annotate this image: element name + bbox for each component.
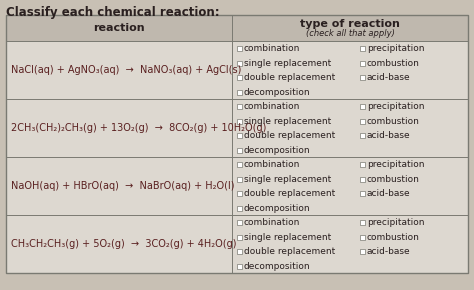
Bar <box>237 206 242 211</box>
Text: combination: combination <box>244 102 301 111</box>
Bar <box>360 220 365 226</box>
Bar <box>360 191 365 197</box>
Bar <box>360 119 365 124</box>
Text: double replacement: double replacement <box>244 189 335 198</box>
Text: combination: combination <box>244 218 301 227</box>
Bar <box>237 148 242 153</box>
Text: double replacement: double replacement <box>244 73 335 82</box>
Bar <box>237 61 242 66</box>
Bar <box>360 249 365 255</box>
Bar <box>237 264 242 269</box>
Bar <box>6 15 468 273</box>
Bar <box>360 61 365 66</box>
Bar <box>237 191 242 197</box>
Bar <box>237 220 242 226</box>
Text: 2CH₃(CH₂)₂CH₃(g) + 13O₂(g)  →  8CO₂(g) + 10H₂O(g): 2CH₃(CH₂)₂CH₃(g) + 13O₂(g) → 8CO₂(g) + 1… <box>11 123 266 133</box>
Text: acid-base: acid-base <box>367 131 410 140</box>
Text: single replacement: single replacement <box>244 117 331 126</box>
Text: combustion: combustion <box>367 233 420 242</box>
Text: single replacement: single replacement <box>244 233 331 242</box>
Text: precipitation: precipitation <box>367 160 425 169</box>
Text: CH₃CH₂CH₃(g) + 5O₂(g)  →  3CO₂(g) + 4H₂O(g): CH₃CH₂CH₃(g) + 5O₂(g) → 3CO₂(g) + 4H₂O(g… <box>11 239 237 249</box>
Bar <box>360 162 365 168</box>
Bar <box>360 235 365 240</box>
Bar <box>237 104 242 109</box>
Text: NaCl(aq) + AgNO₃(aq)  →  NaNO₃(aq) + AgCl(s): NaCl(aq) + AgNO₃(aq) → NaNO₃(aq) + AgCl(… <box>11 65 241 75</box>
Bar <box>237 119 242 124</box>
Text: single replacement: single replacement <box>244 175 331 184</box>
Bar <box>237 249 242 255</box>
Bar <box>360 75 365 80</box>
Bar <box>360 133 365 139</box>
Text: single replacement: single replacement <box>244 59 331 68</box>
Bar <box>237 177 242 182</box>
Bar <box>6 15 468 41</box>
Text: combustion: combustion <box>367 117 420 126</box>
Text: (check all that apply): (check all that apply) <box>306 28 394 37</box>
Text: Classify each chemical reaction:: Classify each chemical reaction: <box>6 6 219 19</box>
Text: NaOH(aq) + HBrO(aq)  →  NaBrO(aq) + H₂O(l): NaOH(aq) + HBrO(aq) → NaBrO(aq) + H₂O(l) <box>11 181 235 191</box>
Text: decomposition: decomposition <box>244 146 310 155</box>
Text: precipitation: precipitation <box>367 102 425 111</box>
Text: combustion: combustion <box>367 175 420 184</box>
Bar <box>237 235 242 240</box>
Text: decomposition: decomposition <box>244 262 310 271</box>
Bar <box>237 75 242 80</box>
Text: combination: combination <box>244 160 301 169</box>
Bar <box>360 177 365 182</box>
Bar <box>6 15 468 273</box>
Text: combination: combination <box>244 44 301 53</box>
Bar <box>237 90 242 95</box>
Text: precipitation: precipitation <box>367 218 425 227</box>
Text: precipitation: precipitation <box>367 44 425 53</box>
Text: combustion: combustion <box>367 59 420 68</box>
Text: double replacement: double replacement <box>244 247 335 256</box>
Bar <box>237 46 242 52</box>
Text: reaction: reaction <box>93 23 145 33</box>
Text: type of reaction: type of reaction <box>300 19 400 29</box>
Text: decomposition: decomposition <box>244 88 310 97</box>
Bar <box>360 104 365 109</box>
Text: acid-base: acid-base <box>367 189 410 198</box>
Bar <box>237 162 242 168</box>
Text: acid-base: acid-base <box>367 73 410 82</box>
Text: decomposition: decomposition <box>244 204 310 213</box>
Text: acid-base: acid-base <box>367 247 410 256</box>
Bar <box>360 46 365 52</box>
Text: double replacement: double replacement <box>244 131 335 140</box>
Bar <box>237 133 242 139</box>
